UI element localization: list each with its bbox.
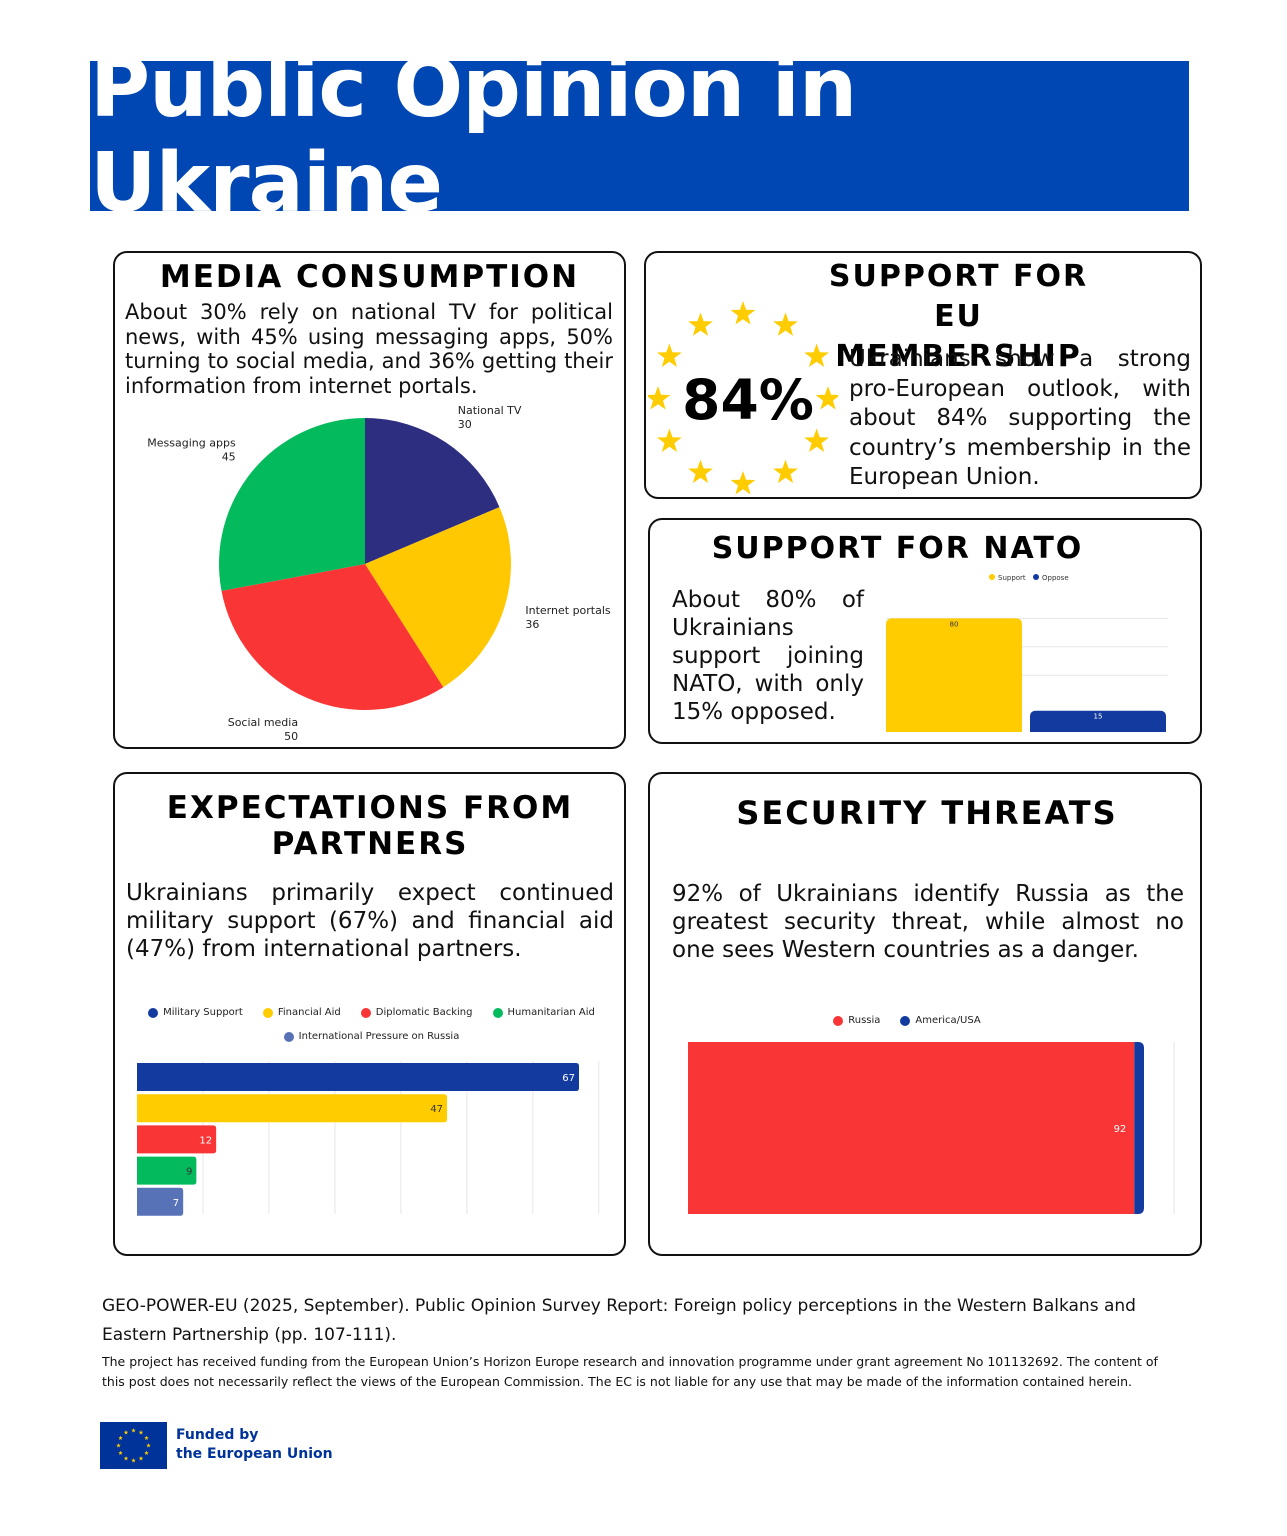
media-card: MEDIA CONSUMPTION About 30% rely on nati… — [113, 251, 626, 749]
citation: GEO-POWER-EU (2025, September). Public O… — [102, 1296, 1136, 1345]
star-icon — [804, 343, 829, 368]
disclaimer: The project has received funding from th… — [102, 1354, 1158, 1389]
legend-financial: Financial Aid — [262, 1007, 341, 1018]
pie-value: 50 — [284, 730, 298, 743]
nato-text: About 80% of Ukrainians support joining … — [672, 587, 864, 725]
star-icon — [648, 386, 671, 410]
pie-value: 36 — [525, 618, 539, 631]
title-banner: Public Opinion in Ukraine — [90, 41, 1189, 231]
legend-russia: Russia — [833, 1015, 880, 1026]
pie-label: Social media — [228, 716, 298, 729]
nato-heading: SUPPORT FOR NATO — [711, 531, 1084, 566]
star-icon — [773, 459, 798, 484]
nato-card: SUPPORT FOR NATO About 80% of Ukrainians… — [648, 518, 1202, 744]
eu-flag-stars — [116, 1428, 151, 1463]
partners-bar-chart: 67 47 12 9 7 — [137, 1061, 600, 1216]
pie-label: Internet portals — [525, 604, 611, 617]
nato-bar — [886, 618, 1022, 732]
pie-slice — [365, 418, 500, 564]
bar-value-label: 12 — [199, 1135, 212, 1146]
star-icon — [773, 312, 798, 336]
eu-stars-circle — [648, 301, 838, 495]
flag-star-icon — [123, 1430, 129, 1435]
bar-value-label: 92 — [1114, 1124, 1127, 1135]
pie-slice — [218, 418, 365, 591]
partners-text: Ukrainians primarily expect continued mi… — [126, 880, 614, 962]
pie-label: Messaging apps — [147, 437, 236, 450]
threats-heading: SECURITY THREATS — [736, 794, 1118, 832]
legend-dot — [989, 574, 995, 580]
star-icon — [804, 428, 829, 453]
threats-card: SECURITY THREATS 92% of Ukrainians ident… — [648, 772, 1202, 1256]
legend-usa: America/USA — [900, 1015, 981, 1026]
funded-line-1: Funded by — [176, 1427, 259, 1443]
pie-label: National TV — [458, 404, 522, 417]
flag-star-icon — [146, 1443, 151, 1448]
flag-star-icon — [131, 1428, 136, 1433]
pie-slice — [221, 564, 444, 711]
legend-military: Military Support — [148, 1007, 243, 1018]
legend-dot — [1033, 574, 1039, 580]
eu-flag-logo — [100, 1422, 167, 1469]
threat-bar-segment — [688, 1042, 1135, 1214]
bar-value-label: 47 — [430, 1104, 443, 1115]
funded-line-2: the European Union — [176, 1446, 333, 1462]
legend-humanitarian: Humanitarian Aid — [492, 1007, 595, 1018]
pie-value: 30 — [458, 418, 472, 431]
flag-star-icon — [123, 1456, 129, 1461]
flag-star-icon — [144, 1450, 149, 1455]
flag-star-icon — [116, 1443, 121, 1448]
flag-star-icon — [118, 1450, 123, 1455]
partners-bar — [137, 1063, 579, 1091]
pie-value: 45 — [222, 451, 236, 464]
partners-card: EXPECTATIONS FROM PARTNERS Ukrainians pr… — [113, 772, 626, 1256]
threat-bar-segment — [1134, 1042, 1144, 1214]
legend-diplomatic: Diplomatic Backing — [360, 1007, 473, 1018]
legend-label: Oppose — [1042, 574, 1069, 582]
bar-value-label: 9 — [186, 1167, 192, 1178]
flag-star-icon — [131, 1458, 136, 1463]
flag-star-icon — [118, 1435, 123, 1440]
threats-bar-chart: 92 — [688, 1042, 1175, 1214]
nato-bar — [1030, 710, 1166, 732]
star-icon — [688, 459, 713, 484]
bar-value-label: 67 — [562, 1073, 575, 1084]
partners-heading: EXPECTATIONS FROM PARTNERS — [166, 790, 574, 862]
bar-value-label: 80 — [950, 620, 959, 628]
partners-bar — [137, 1156, 197, 1185]
star-icon — [730, 301, 756, 325]
star-icon — [657, 343, 682, 368]
legend-pressure: International Pressure on Russia — [283, 1031, 459, 1042]
star-icon — [815, 386, 838, 410]
pie-slice — [365, 507, 511, 688]
star-icon — [688, 312, 713, 336]
flag-star-icon — [138, 1430, 144, 1435]
bar-value-label: 15 — [1094, 713, 1103, 721]
flag-star-icon — [144, 1435, 149, 1440]
star-icon — [657, 428, 682, 453]
eu-text: Ukrainians show a strong pro-European ou… — [849, 346, 1191, 490]
media-heading: MEDIA CONSUMPTION — [159, 259, 580, 295]
eu-card: SUPPORT FOR EU MEMBERSHIP 84% Ukrainians… — [644, 251, 1202, 499]
partners-bar — [137, 1187, 184, 1216]
star-icon — [730, 471, 756, 495]
eu-heading: SUPPORT FOR EU MEMBERSHIP — [828, 259, 1089, 374]
media-text: About 30% rely on national TV for politi… — [125, 300, 613, 398]
flag-star-icon — [138, 1456, 144, 1461]
bar-value-label: 7 — [173, 1198, 179, 1209]
threats-text: 92% of Ukrainians identify Russia as the… — [672, 881, 1184, 963]
nato-bar-chart: Support Oppose 80 15 — [886, 574, 1168, 732]
page-title: Public Opinion in Ukraine — [90, 41, 857, 231]
partners-legend: Military Support Financial Aid Diplomati… — [115, 1007, 628, 1042]
partners-bar — [137, 1125, 217, 1154]
legend-label: Support — [998, 574, 1026, 582]
partners-bar — [137, 1094, 448, 1123]
funded-by-eu: Funded by the European Union — [176, 1426, 333, 1464]
threats-legend: Russia America/USA — [650, 1015, 1164, 1026]
eu-percentage: 84% — [682, 368, 814, 432]
